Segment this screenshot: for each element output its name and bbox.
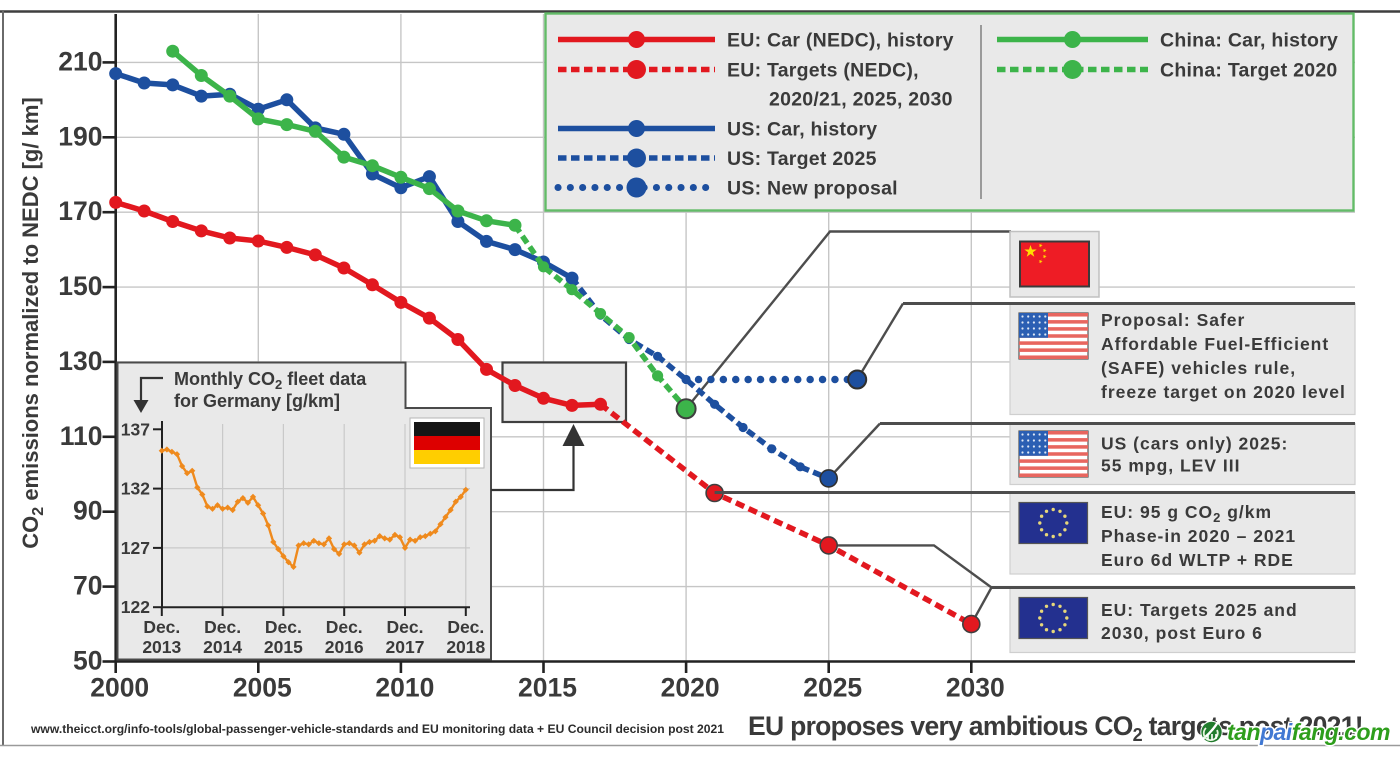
svg-text:Dec.: Dec. <box>387 617 424 637</box>
svg-text:tanpaifang.com: tanpaifang.com <box>1227 719 1390 745</box>
svg-text:US: Car, history: US: Car, history <box>727 119 877 141</box>
svg-text:US (cars only) 2025:: US (cars only) 2025: <box>1101 434 1288 454</box>
svg-text:2000: 2000 <box>90 673 149 703</box>
svg-text:70: 70 <box>73 571 102 601</box>
svg-text:110: 110 <box>60 421 103 451</box>
svg-text:210: 210 <box>58 46 102 76</box>
svg-text:EU: 95 g CO2 g/km: EU: 95 g CO2 g/km <box>1101 502 1272 525</box>
svg-text:150: 150 <box>58 271 102 301</box>
svg-text:(SAFE) vehicles rule,: (SAFE) vehicles rule, <box>1101 358 1296 378</box>
svg-text:Euro 6d WLTP + RDE: Euro 6d WLTP + RDE <box>1101 550 1294 570</box>
svg-text:2018: 2018 <box>446 637 485 657</box>
svg-text:EU: Car (NEDC), history: EU: Car (NEDC), history <box>727 30 954 52</box>
svg-text:2013: 2013 <box>142 637 181 657</box>
svg-text:2015: 2015 <box>518 673 577 703</box>
svg-text:Affordable Fuel-Efficient: Affordable Fuel-Efficient <box>1101 334 1329 354</box>
svg-text:127: 127 <box>121 538 150 558</box>
svg-text:122: 122 <box>121 597 150 617</box>
svg-text:www.theicct.org/info-tools/glo: www.theicct.org/info-tools/global-passen… <box>30 723 725 736</box>
svg-text:Dec.: Dec. <box>204 617 241 637</box>
svg-text:170: 170 <box>58 196 102 226</box>
svg-text:US: New proposal: US: New proposal <box>727 178 898 200</box>
svg-text:2015: 2015 <box>264 637 303 657</box>
svg-text:Dec.: Dec. <box>447 617 484 637</box>
svg-text:EU: Targets (NEDC),: EU: Targets (NEDC), <box>727 60 919 82</box>
svg-text:2030: 2030 <box>946 673 1005 703</box>
svg-text:for Germany [g/km]: for Germany [g/km] <box>174 391 340 411</box>
svg-text:2016: 2016 <box>325 637 364 657</box>
svg-text:2005: 2005 <box>233 673 292 703</box>
svg-text:Proposal: Safer: Proposal: Safer <box>1101 310 1245 330</box>
svg-text:EU: Targets 2025 and: EU: Targets 2025 and <box>1101 600 1298 620</box>
svg-text:2020: 2020 <box>661 673 720 703</box>
svg-text:Monthly CO2 fleet data: Monthly CO2 fleet data <box>174 369 367 392</box>
svg-text:137: 137 <box>121 419 150 439</box>
svg-text:2025: 2025 <box>803 673 862 703</box>
svg-text:Dec.: Dec. <box>326 617 363 637</box>
svg-text:55 mpg, LEV III: 55 mpg, LEV III <box>1101 456 1240 476</box>
svg-text:CO2 emissions normalized to NE: CO2 emissions normalized to NEDC [g/ km] <box>18 97 47 548</box>
svg-text:US: Target 2025: US: Target 2025 <box>727 148 877 170</box>
svg-text:2017: 2017 <box>386 637 425 657</box>
svg-text:2014: 2014 <box>203 637 242 657</box>
svg-text:2020/21, 2025, 2030: 2020/21, 2025, 2030 <box>769 89 953 111</box>
svg-text:China: Car, history: China: Car, history <box>1160 30 1338 52</box>
svg-text:Dec.: Dec. <box>265 617 302 637</box>
svg-text:2030, post Euro 6: 2030, post Euro 6 <box>1101 623 1263 643</box>
svg-text:190: 190 <box>58 121 102 151</box>
svg-text:freeze target on 2020 level: freeze target on 2020 level <box>1101 382 1346 402</box>
svg-text:Dec.: Dec. <box>143 617 180 637</box>
svg-text:90: 90 <box>73 496 102 526</box>
svg-text:EU proposes very ambitious CO2: EU proposes very ambitious CO2 targets p… <box>748 711 1363 745</box>
svg-text:130: 130 <box>58 346 102 376</box>
svg-text:2010: 2010 <box>375 673 434 703</box>
svg-text:China: Target 2020: China: Target 2020 <box>1160 60 1338 82</box>
svg-text:50: 50 <box>73 646 102 676</box>
svg-text:Phase-in 2020 – 2021: Phase-in 2020 – 2021 <box>1101 526 1296 546</box>
svg-text:132: 132 <box>121 479 150 499</box>
